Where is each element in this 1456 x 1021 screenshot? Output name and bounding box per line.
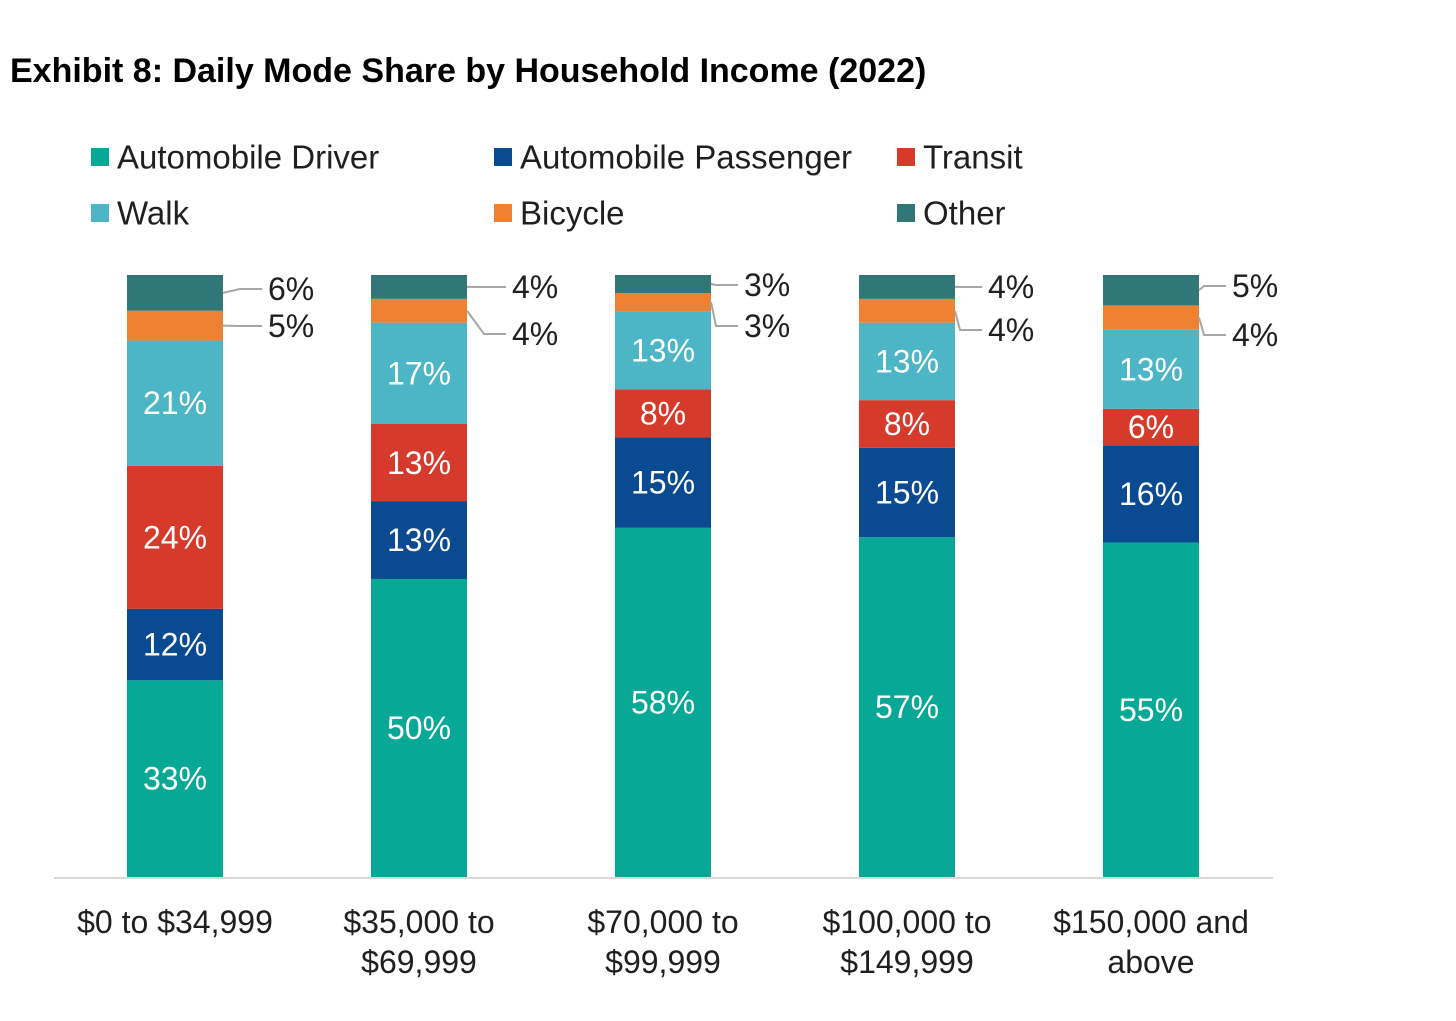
bar-segment-automobile-driver <box>615 527 711 877</box>
data-label-transit: 6% <box>1128 409 1174 445</box>
data-label-transit: 8% <box>640 395 686 431</box>
bar-segment-other <box>127 275 223 311</box>
leader-line-bicycle <box>1198 317 1226 336</box>
legend-swatch-walk <box>91 204 109 222</box>
bars: 33% 12% 24% 21% 50% 13% 13% 17% 58% 15% 8% 13% 57% 15… <box>127 275 1199 877</box>
bar-70-000-to-99-999 <box>615 275 711 877</box>
bar-segment-automobile-driver <box>1103 542 1199 877</box>
chart-title: Exhibit 8: Daily Mode Share by Household… <box>10 52 927 90</box>
data-label-bicycle: 4% <box>988 312 1034 348</box>
x-tick-label: $150,000 and above <box>1053 904 1249 980</box>
legend-swatch-bicycle <box>494 204 512 222</box>
legend-label-transit: Transit <box>923 139 1023 176</box>
legend-label-automobile-driver: Automobile Driver <box>117 139 379 176</box>
data-label-other: 6% <box>268 271 314 307</box>
legend-swatch-transit <box>897 148 915 166</box>
data-label-walk: 21% <box>143 385 207 421</box>
bar-segment-bicycle <box>371 298 467 323</box>
data-label-transit: 8% <box>884 406 930 442</box>
legend: Automobile Driver Automobile Passenger Tra… <box>91 139 1023 232</box>
data-label-bicycle: 4% <box>1232 317 1278 353</box>
bar-segment-walk <box>127 340 223 466</box>
bar-segment-walk <box>859 322 955 401</box>
bar-segment-transit <box>127 465 223 609</box>
bar-100-000-to-149-999 <box>859 275 955 877</box>
bar-segment-walk <box>371 322 467 425</box>
bar-segment-transit <box>371 424 467 502</box>
bar-segment-automobile-passenger <box>615 437 711 528</box>
leader-line-bicycle <box>466 310 506 335</box>
bar-segment-other <box>859 275 955 299</box>
data-label-walk: 13% <box>631 332 695 368</box>
data-label-transit: 24% <box>143 519 207 555</box>
data-label-automobile-driver: 58% <box>631 684 695 720</box>
legend-swatch-other <box>897 204 915 222</box>
legend-label-other: Other <box>923 195 1006 232</box>
x-tick-label: $35,000 to $69,999 <box>343 904 494 980</box>
bar-segment-other <box>1103 275 1199 306</box>
data-label-automobile-passenger: 15% <box>631 465 695 501</box>
data-label-automobile-passenger: 15% <box>875 475 939 511</box>
data-label-walk: 17% <box>387 355 451 391</box>
data-label-automobile-passenger: 13% <box>387 522 451 558</box>
bar-segment-automobile-driver <box>371 578 467 877</box>
data-label-automobile-driver: 33% <box>143 761 207 797</box>
data-label-walk: 13% <box>1119 351 1183 387</box>
leader-line-other <box>222 288 262 294</box>
bar-segment-other <box>615 275 711 294</box>
legend-swatch-automobile-driver <box>91 148 109 166</box>
legend-swatch-automobile-passenger <box>494 148 512 166</box>
data-label-bicycle: 3% <box>744 308 790 344</box>
bar-segment-walk <box>615 311 711 390</box>
leader-line-other <box>710 283 738 286</box>
bar-150-000-and-above <box>1103 275 1199 877</box>
x-tick-label: $100,000 to $149,999 <box>822 904 991 980</box>
bar-segment-automobile-passenger <box>1103 445 1199 543</box>
bar-segment-bicycle <box>127 310 223 341</box>
bar-segment-transit <box>615 389 711 438</box>
data-label-other: 3% <box>744 267 790 303</box>
bar-segment-bicycle <box>615 293 711 312</box>
bar-segment-automobile-passenger <box>371 501 467 579</box>
bar-segment-transit <box>1103 408 1199 446</box>
data-label-other: 4% <box>988 269 1034 305</box>
category-labels: $0 to $34,999 $35,000 to $69,999 $70,000 to… <box>77 904 1249 980</box>
bar-segment-automobile-passenger <box>127 608 223 681</box>
bar-segment-bicycle <box>1103 305 1199 330</box>
legend-label-bicycle: Bicycle <box>520 195 625 232</box>
data-label-other: 5% <box>1232 268 1278 304</box>
data-label-automobile-passenger: 12% <box>143 627 207 663</box>
leader-line-bicycle <box>954 310 982 331</box>
bar-segment-other <box>371 275 467 299</box>
bar-segment-walk <box>1103 329 1199 409</box>
leader-line-other <box>1198 285 1226 291</box>
bar-segment-bicycle <box>859 298 955 323</box>
bar-35-000-to-69-999 <box>371 275 467 877</box>
data-label-automobile-driver: 57% <box>875 689 939 725</box>
bar-segment-automobile-driver <box>127 680 223 877</box>
bar-segment-automobile-passenger <box>859 447 955 538</box>
data-label-transit: 13% <box>387 445 451 481</box>
legend-label-walk: Walk <box>117 195 190 232</box>
data-label-other: 4% <box>512 269 558 305</box>
data-label-bicycle: 5% <box>268 308 314 344</box>
data-label-automobile-driver: 50% <box>387 710 451 746</box>
x-tick-label: $0 to $34,999 <box>77 904 273 940</box>
data-label-bicycle: 4% <box>512 316 558 352</box>
bar-segment-transit <box>859 400 955 448</box>
data-label-automobile-passenger: 16% <box>1119 476 1183 512</box>
bar-0-to-34-999 <box>127 275 223 877</box>
x-tick-label: $70,000 to $99,999 <box>587 904 738 980</box>
data-label-automobile-driver: 55% <box>1119 692 1183 728</box>
leader-lines: 6%5%4%4%3%3%4%4%5%4% <box>222 267 1278 353</box>
leader-line-bicycle <box>710 301 738 327</box>
bar-segment-automobile-driver <box>859 537 955 877</box>
data-label-walk: 13% <box>875 343 939 379</box>
legend-label-automobile-passenger: Automobile Passenger <box>520 139 852 176</box>
